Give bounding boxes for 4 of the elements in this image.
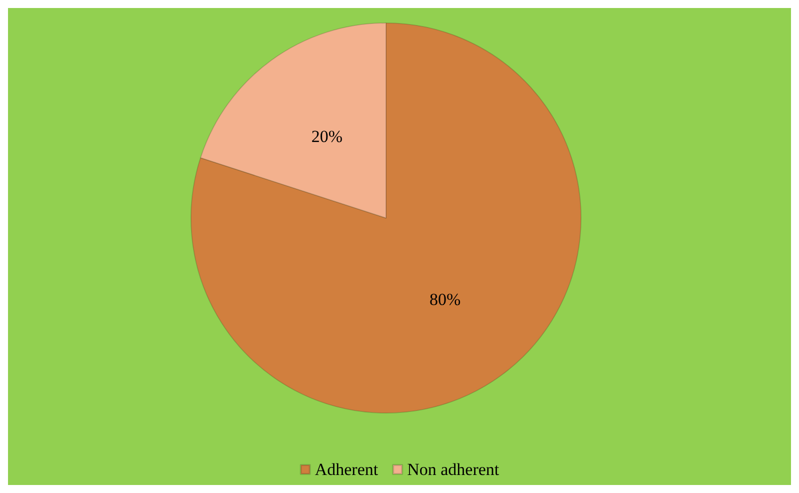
legend-label: Non adherent [407,460,500,479]
data-label: 20% [311,127,343,146]
data-label: 80% [429,290,461,309]
legend-label: Adherent [314,460,378,479]
